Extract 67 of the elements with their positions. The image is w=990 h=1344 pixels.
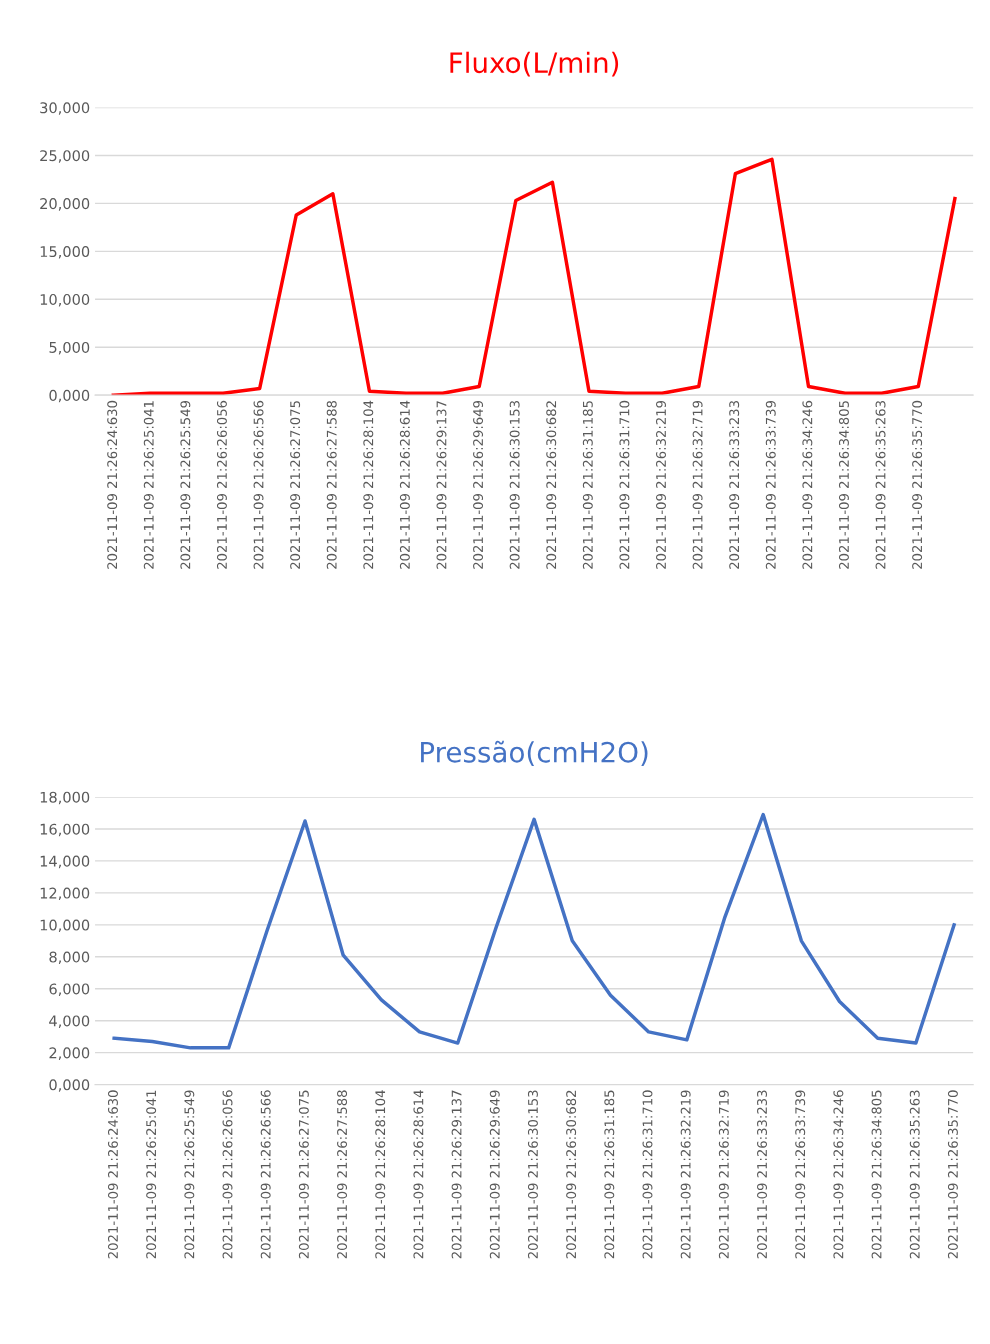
y-tick-label: 0,000	[49, 389, 90, 403]
x-tick-label: 2021-11-09 21:26:26:056	[222, 1090, 233, 1259]
y-tick-label: 14,000	[40, 855, 90, 869]
x-tick-label: 2021-11-09 21:26:29:649	[473, 400, 484, 569]
x-tick-label: 2021-11-09 21:26:28:104	[363, 400, 374, 569]
x-tick-label: 2021-11-09 21:26:34:805	[871, 1090, 882, 1259]
x-tick-label: 2021-11-09 21:26:26:566	[260, 1090, 271, 1259]
x-tick-label: 2021-11-09 21:26:30:682	[546, 401, 557, 569]
x-tick-label: 2021-11-09 21:26:34:246	[833, 1090, 844, 1259]
x-tick-label: 2021-11-09 21:26:32:219	[656, 400, 666, 569]
y-tick-label: 25,000	[40, 150, 90, 163]
x-tick-label: 2021-11-09 21:26:33:739	[795, 1090, 806, 1259]
y-tick-label: 10,000	[40, 293, 90, 307]
y-tick-label: 18,000	[40, 791, 90, 805]
x-tick-label: 2021-11-09 21:26:28:614	[413, 1090, 424, 1259]
y-tick-label: 6,000	[49, 983, 90, 996]
x-tick-label: 2021-11-09 21:26:26:056	[216, 400, 227, 569]
x-tick-label: 2021-11-09 21:26:35:263	[909, 1090, 920, 1259]
x-tick-label: 2021-11-09 21:26:25:041	[146, 1090, 157, 1259]
x-tick-label: 2021-11-09 21:26:32:719	[718, 1090, 729, 1259]
y-tick-label: 4,000	[49, 1015, 90, 1028]
line-series	[111, 157, 957, 396]
x-tick-label: 2021-11-09 21:26:27:588	[337, 1090, 348, 1259]
x-tick-label: 2021-11-09 21:26:24:630	[107, 1090, 118, 1259]
x-tick-label: 2021-11-09 21:26:29:137	[451, 1090, 462, 1259]
y-tick-label: 12,000	[40, 887, 90, 901]
x-tick-label: 2021-11-09 21:26:25:041	[143, 401, 154, 569]
line-series	[112, 812, 956, 1050]
x-tick-label: 2021-11-09 21:26:28:614	[399, 400, 410, 569]
x-tick-label: 2021-11-09 21:26:33:739	[765, 400, 776, 569]
y-tick-label: 10,000	[40, 919, 90, 933]
y-tick-label: 16,000	[40, 823, 90, 837]
x-tick-label: 2021-11-09 21:26:30:682	[566, 1090, 577, 1259]
y-tick-label: 8,000	[49, 951, 90, 965]
y-tick-label: 15,000	[40, 246, 90, 259]
x-tick-label: 2021-11-09 21:26:32:719	[692, 400, 703, 569]
x-tick-label: 2021-11-09 21:26:34:246	[802, 400, 813, 569]
x-tick-label: 2021-11-09 21:26:31:185	[604, 1090, 615, 1259]
x-tick-label: 2021-11-09 21:26:26:566	[253, 400, 264, 569]
x-tick-label: 2021-11-09 21:26:29:137	[436, 401, 447, 569]
x-tick-label: 2021-11-09 21:26:27:075	[290, 401, 301, 569]
chart-title: Pressão(cmH2O)	[421, 740, 648, 766]
x-tick-label: 2021-11-09 21:26:25:549	[180, 400, 191, 569]
x-tick-label: 2021-11-09 21:26:30:153	[527, 1090, 538, 1259]
x-tick-label: 2021-11-09 21:26:35:263	[875, 401, 886, 569]
x-tick-label: 2021-11-09 21:26:31:185	[582, 401, 593, 569]
x-tick-label: 2021-11-09 21:26:28:104	[375, 1090, 386, 1259]
x-tick-label: 2021-11-09 21:26:27:075	[298, 1090, 309, 1259]
x-tick-label: 2021-11-09 21:26:34:805	[838, 401, 849, 569]
x-tick-label: 2021-11-09 21:26:27:588	[326, 400, 337, 569]
y-tick-label: 0,000	[49, 1079, 90, 1092]
x-tick-label: 2021-11-09 21:26:35:770	[912, 400, 923, 569]
x-tick-label: 2021-11-09 21:26:31:710	[642, 1090, 653, 1259]
y-tick-label: 2,000	[49, 1047, 90, 1060]
x-tick-label: 2021-11-09 21:26:30:153	[509, 401, 520, 569]
chart-title: Fluxo(L/min)	[450, 51, 619, 77]
x-tick-label: 2021-11-09 21:26:35:770	[947, 1090, 958, 1259]
y-tick-label: 30,000	[40, 102, 90, 115]
x-tick-label: 2021-11-09 21:26:33:233	[729, 401, 740, 569]
y-tick-label: 5,000	[49, 341, 90, 355]
x-tick-label: 2021-11-09 21:26:29:649	[489, 1090, 500, 1259]
y-tick-label: 20,000	[40, 198, 90, 211]
x-tick-label: 2021-11-09 21:26:31:710	[619, 400, 630, 569]
x-tick-label: 2021-11-09 21:26:32:219	[680, 1090, 691, 1259]
x-tick-label: 2021-11-09 21:26:25:549	[184, 1090, 195, 1259]
x-tick-label: 2021-11-09 21:26:33:233	[757, 1090, 768, 1259]
x-tick-label: 2021-11-09 21:26:24:630	[107, 400, 118, 569]
